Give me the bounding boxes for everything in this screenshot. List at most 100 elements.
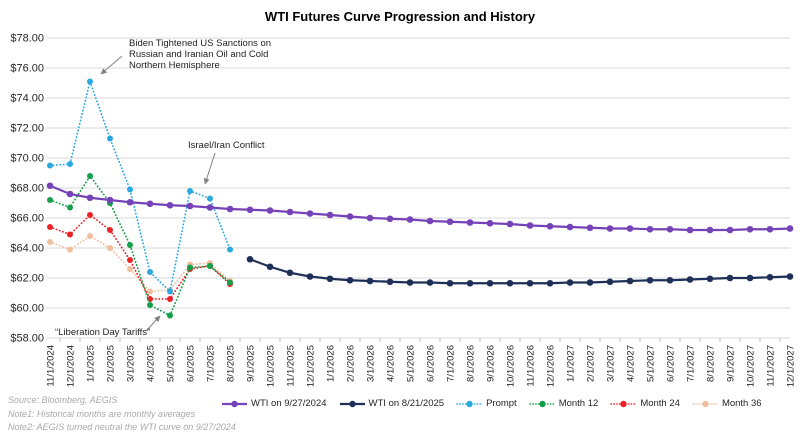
data-point (186, 202, 194, 210)
y-axis-tick-label: $68.00 (10, 183, 44, 195)
x-axis-tick-label: 11/1/2025 (286, 345, 297, 387)
x-axis-tick-label: 4/1/2025 (146, 345, 157, 382)
data-point (526, 279, 534, 287)
data-point (87, 173, 93, 179)
data-point (67, 161, 73, 167)
x-axis-tick-label: 3/1/2027 (606, 345, 617, 382)
series-line-month-36 (49, 234, 231, 293)
legend-item-prompt: Prompt (456, 398, 517, 409)
data-point (406, 279, 414, 286)
data-point (207, 195, 213, 202)
legend-item-month-12: Month 12 (528, 398, 598, 409)
data-point (626, 225, 634, 232)
data-point (306, 273, 314, 280)
data-point (346, 213, 354, 220)
data-point (206, 204, 214, 211)
data-point (87, 212, 93, 218)
x-axis-tick-label: 1/1/2025 (86, 345, 97, 382)
data-point (286, 208, 294, 216)
data-point (566, 279, 574, 286)
y-axis-tick-label: $72.00 (10, 123, 44, 135)
data-point (107, 135, 113, 142)
data-point (106, 196, 114, 204)
x-axis-tick-label: 3/1/2026 (366, 345, 377, 382)
data-point (166, 201, 174, 209)
x-axis-tick-label: 10/1/2025 (266, 345, 277, 387)
data-point (746, 225, 754, 233)
data-point (646, 225, 654, 233)
data-point (706, 226, 714, 234)
x-axis-tick-label: 12/1/2025 (306, 345, 317, 387)
legend-marker-icon (339, 400, 365, 407)
x-axis-tick-label: 12/1/2027 (786, 345, 797, 387)
x-axis-tick-label: 8/1/2026 (466, 345, 477, 382)
x-axis-tick-label: 5/1/2025 (166, 345, 177, 382)
data-point (726, 274, 734, 282)
x-axis-tick-label: 4/1/2026 (386, 345, 397, 382)
data-point (466, 279, 474, 287)
y-axis-tick-label: $66.00 (10, 213, 44, 225)
data-point (147, 302, 153, 308)
data-point (346, 276, 354, 284)
data-point (366, 214, 374, 222)
data-point (586, 224, 594, 232)
legend-item-month-36: Month 36 (692, 398, 762, 409)
data-point (766, 273, 774, 281)
legend-label: WTI on 9/27/2024 (251, 398, 327, 409)
note-source: Source: Bloomberg, AEGIS (8, 395, 118, 405)
data-point (187, 188, 193, 194)
x-axis-tick-label: 10/1/2027 (746, 345, 757, 387)
data-point (67, 204, 73, 211)
x-axis-tick-label: 7/1/2027 (686, 345, 697, 382)
x-axis-tick-label: 12/1/2026 (546, 345, 557, 387)
x-axis-tick-label: 2/1/2026 (346, 345, 357, 382)
data-point (187, 264, 193, 271)
data-point (666, 225, 674, 233)
x-axis-tick-label: 9/1/2027 (726, 345, 737, 382)
legend-marker-icon (456, 400, 483, 407)
data-point (167, 288, 173, 295)
data-point (47, 239, 53, 245)
data-point (246, 255, 254, 263)
legend-marker-icon (610, 400, 638, 407)
y-axis-tick-label: $62.00 (10, 273, 44, 285)
x-axis-tick-label: 9/1/2025 (246, 345, 257, 382)
x-axis-tick-label: 5/1/2027 (646, 345, 657, 382)
series-line-month-24 (49, 213, 231, 300)
data-point (386, 278, 394, 286)
x-axis-tick-label: 5/1/2026 (406, 345, 417, 382)
data-point (546, 279, 554, 287)
data-point (127, 242, 133, 248)
legend-marker-icon (222, 400, 247, 407)
data-point (646, 276, 654, 284)
y-axis-tick-label: $60.00 (10, 303, 44, 315)
legend-marker-icon (692, 400, 719, 407)
note-1: Note1: Historical months are monthly ave… (8, 408, 196, 419)
data-point (326, 275, 334, 283)
x-axis-tick-label: 11/1/2026 (526, 345, 537, 387)
data-point (746, 274, 754, 282)
data-point (786, 225, 794, 232)
annotation-arrow (145, 315, 161, 332)
x-axis-tick-label: 6/1/2025 (186, 345, 197, 382)
data-point (466, 219, 474, 226)
data-point (266, 263, 274, 271)
data-point (426, 217, 434, 225)
data-point (147, 269, 153, 275)
data-point (566, 223, 574, 231)
data-point (67, 246, 73, 253)
y-axis-tick-label: $78.00 (10, 33, 44, 45)
series-line-wti-on-8-21-2025 (249, 258, 791, 285)
annotation-israel-iran-conflict: Israel/Iran Conflict (188, 140, 265, 151)
data-point (286, 269, 294, 277)
x-axis-tick-label: 8/1/2025 (226, 345, 237, 382)
x-axis-tick-label: 3/1/2025 (126, 345, 137, 382)
chart-legend: WTI on 9/27/2024 WTI on 8/21/2025 Prompt Mo… (221, 398, 762, 409)
data-point (386, 215, 394, 223)
data-point (726, 226, 734, 234)
annotation-liberation-day-tariffs: “Liberation Day Tariffs” (55, 327, 151, 338)
data-point (246, 206, 254, 214)
data-point (766, 225, 774, 233)
y-axis-tick-label: $76.00 (10, 63, 44, 75)
